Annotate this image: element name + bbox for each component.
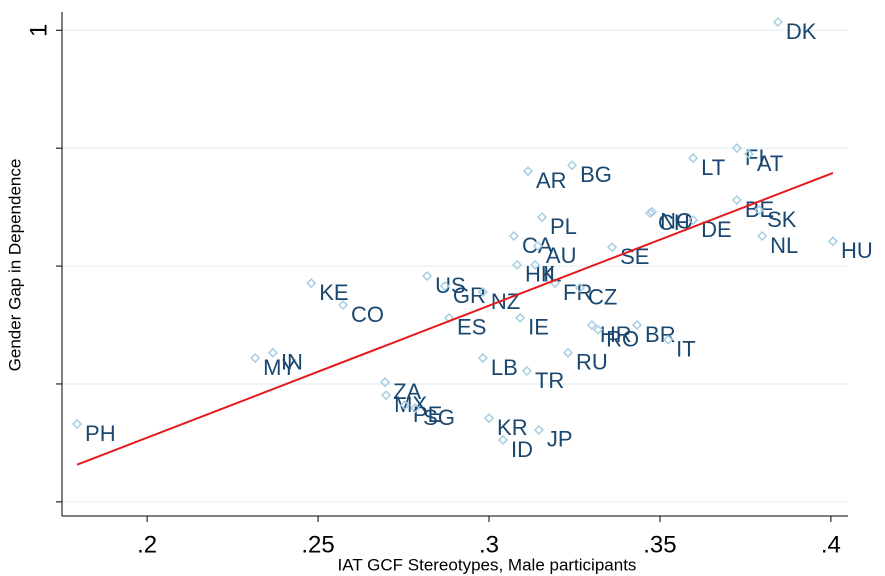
point: [607, 242, 618, 253]
point: [663, 334, 674, 345]
point-label: RO: [606, 327, 639, 352]
point: [757, 230, 768, 242]
x-tick-label: .2: [137, 531, 157, 558]
point-label: AR: [536, 168, 567, 193]
point-label: IN: [281, 350, 303, 375]
point: [410, 403, 421, 414]
point: [532, 240, 543, 252]
point: [593, 324, 604, 335]
point-label: TR: [535, 368, 564, 393]
point: [586, 319, 597, 331]
point-label: CZ: [588, 285, 617, 310]
point: [688, 153, 699, 164]
point: [530, 259, 541, 270]
point-label: IE: [528, 315, 549, 340]
point-label: JP: [547, 427, 573, 452]
point: [380, 377, 391, 388]
point-label: NL: [770, 233, 798, 258]
point: [644, 207, 656, 219]
point: [399, 400, 410, 411]
x-tick-label: .4: [821, 531, 841, 558]
point-label: CA: [522, 233, 553, 258]
point-label: FR: [563, 280, 592, 305]
point-label: GR: [453, 283, 486, 308]
point-label: NZ: [491, 289, 520, 314]
point: [533, 424, 544, 435]
point: [567, 160, 578, 171]
point-label: LB: [491, 355, 518, 380]
point-label: MX: [394, 392, 427, 417]
point: [574, 282, 586, 293]
point: [743, 149, 754, 160]
point: [71, 418, 83, 430]
point: [439, 281, 450, 292]
point: [483, 413, 495, 424]
y-tick-label: 1: [25, 24, 52, 37]
point: [536, 212, 548, 223]
point-label: SE: [620, 244, 649, 269]
point: [521, 365, 533, 377]
point: [688, 215, 699, 226]
point-label: MY: [263, 355, 296, 380]
point: [477, 286, 488, 298]
point-label: SG: [423, 405, 455, 430]
y-axis-title: Gender Gap in Dependence: [5, 159, 24, 372]
point: [731, 143, 742, 154]
point: [497, 434, 509, 446]
point-label: CO: [351, 302, 384, 327]
point-label: PH: [85, 421, 116, 446]
point: [508, 230, 520, 242]
point-label: KR: [497, 415, 528, 440]
point-label: DK: [786, 19, 817, 44]
point: [337, 299, 349, 311]
point-label: AT: [757, 151, 783, 176]
point-label: US: [435, 273, 466, 298]
point: [827, 236, 839, 247]
point-label: PL: [550, 214, 577, 239]
point: [306, 278, 317, 289]
point-label: ID: [511, 437, 533, 462]
point: [754, 205, 765, 216]
point-label: LT: [701, 155, 725, 180]
point: [267, 347, 279, 358]
point: [522, 166, 534, 177]
point-label: HU: [841, 238, 873, 263]
point: [381, 390, 392, 401]
point-label: IT: [676, 337, 696, 362]
point-label: BG: [580, 162, 612, 187]
point: [515, 312, 526, 323]
point: [562, 347, 574, 358]
x-tick-label: .35: [643, 531, 676, 558]
point-label: BR: [645, 322, 676, 347]
point: [477, 352, 488, 364]
point: [511, 259, 523, 270]
x-axis-title: IAT GCF Stereotypes, Male participants: [338, 555, 637, 574]
x-tick-label: .25: [301, 531, 334, 558]
point: [422, 271, 433, 282]
point-label: HR: [600, 322, 632, 347]
x-tick-label: .3: [479, 531, 499, 558]
point: [250, 352, 261, 364]
point-label: ZA: [393, 379, 421, 404]
fit-line: [76, 171, 834, 466]
point-label: RU: [576, 350, 608, 375]
point-label: SK: [767, 207, 797, 232]
point: [772, 16, 783, 28]
point-label: AU: [546, 243, 577, 268]
point: [731, 194, 742, 206]
point: [631, 319, 643, 331]
point-label: ES: [457, 315, 486, 340]
point-label: DE: [701, 217, 732, 242]
